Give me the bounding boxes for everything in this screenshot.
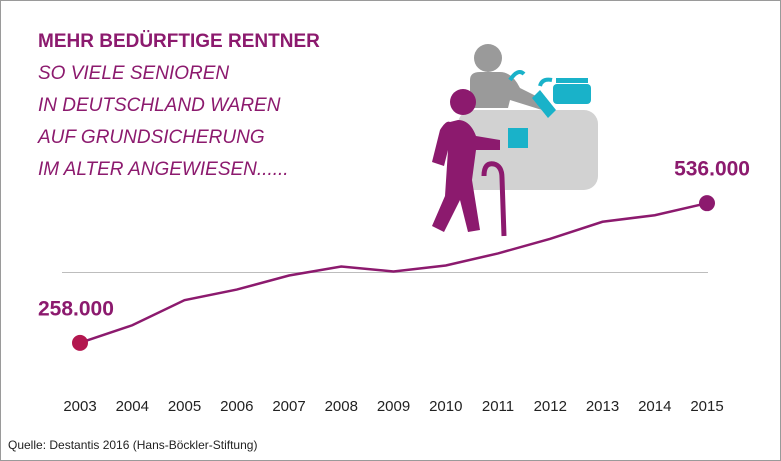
x-tick-label: 2004: [116, 398, 149, 415]
chart-title: MEHR BEDÜRFTIGE RENTNER: [38, 31, 320, 52]
x-tick-label: 2011: [482, 398, 514, 415]
value-label: 536.000: [674, 158, 750, 181]
line: [79, 201, 708, 345]
source: Quelle: Destantis 2016 (Hans-Böckler-Sti…: [8, 438, 257, 452]
x-tick-label: 2013: [586, 398, 619, 415]
x-tick-label: 2009: [377, 398, 410, 415]
x-tick-label: 2006: [220, 398, 253, 415]
point: [72, 334, 88, 351]
subtitle: IN DEUTSCHLAND WAREN: [38, 95, 281, 116]
x-tick-label: 2008: [325, 398, 358, 415]
subtitle: IM ALTER ANGEWIESEN......: [38, 159, 289, 180]
x-tick-label: 2012: [534, 398, 567, 415]
x-tick-label: 2010: [429, 398, 462, 415]
subtitle: AUF GRUNDSICHERUNG: [37, 127, 265, 148]
x-tick-label: 2015: [690, 398, 723, 415]
x-tick-label: 2014: [638, 398, 671, 415]
x-tick-label: 2003: [63, 398, 96, 415]
subtitle: SO VIELE SENIOREN: [38, 63, 229, 84]
value-label: 258.000: [38, 297, 114, 320]
illustration: [432, 44, 598, 237]
x-tick-label: 2007: [272, 398, 305, 415]
point: [699, 195, 715, 212]
x-tick-label: 2005: [168, 398, 201, 415]
